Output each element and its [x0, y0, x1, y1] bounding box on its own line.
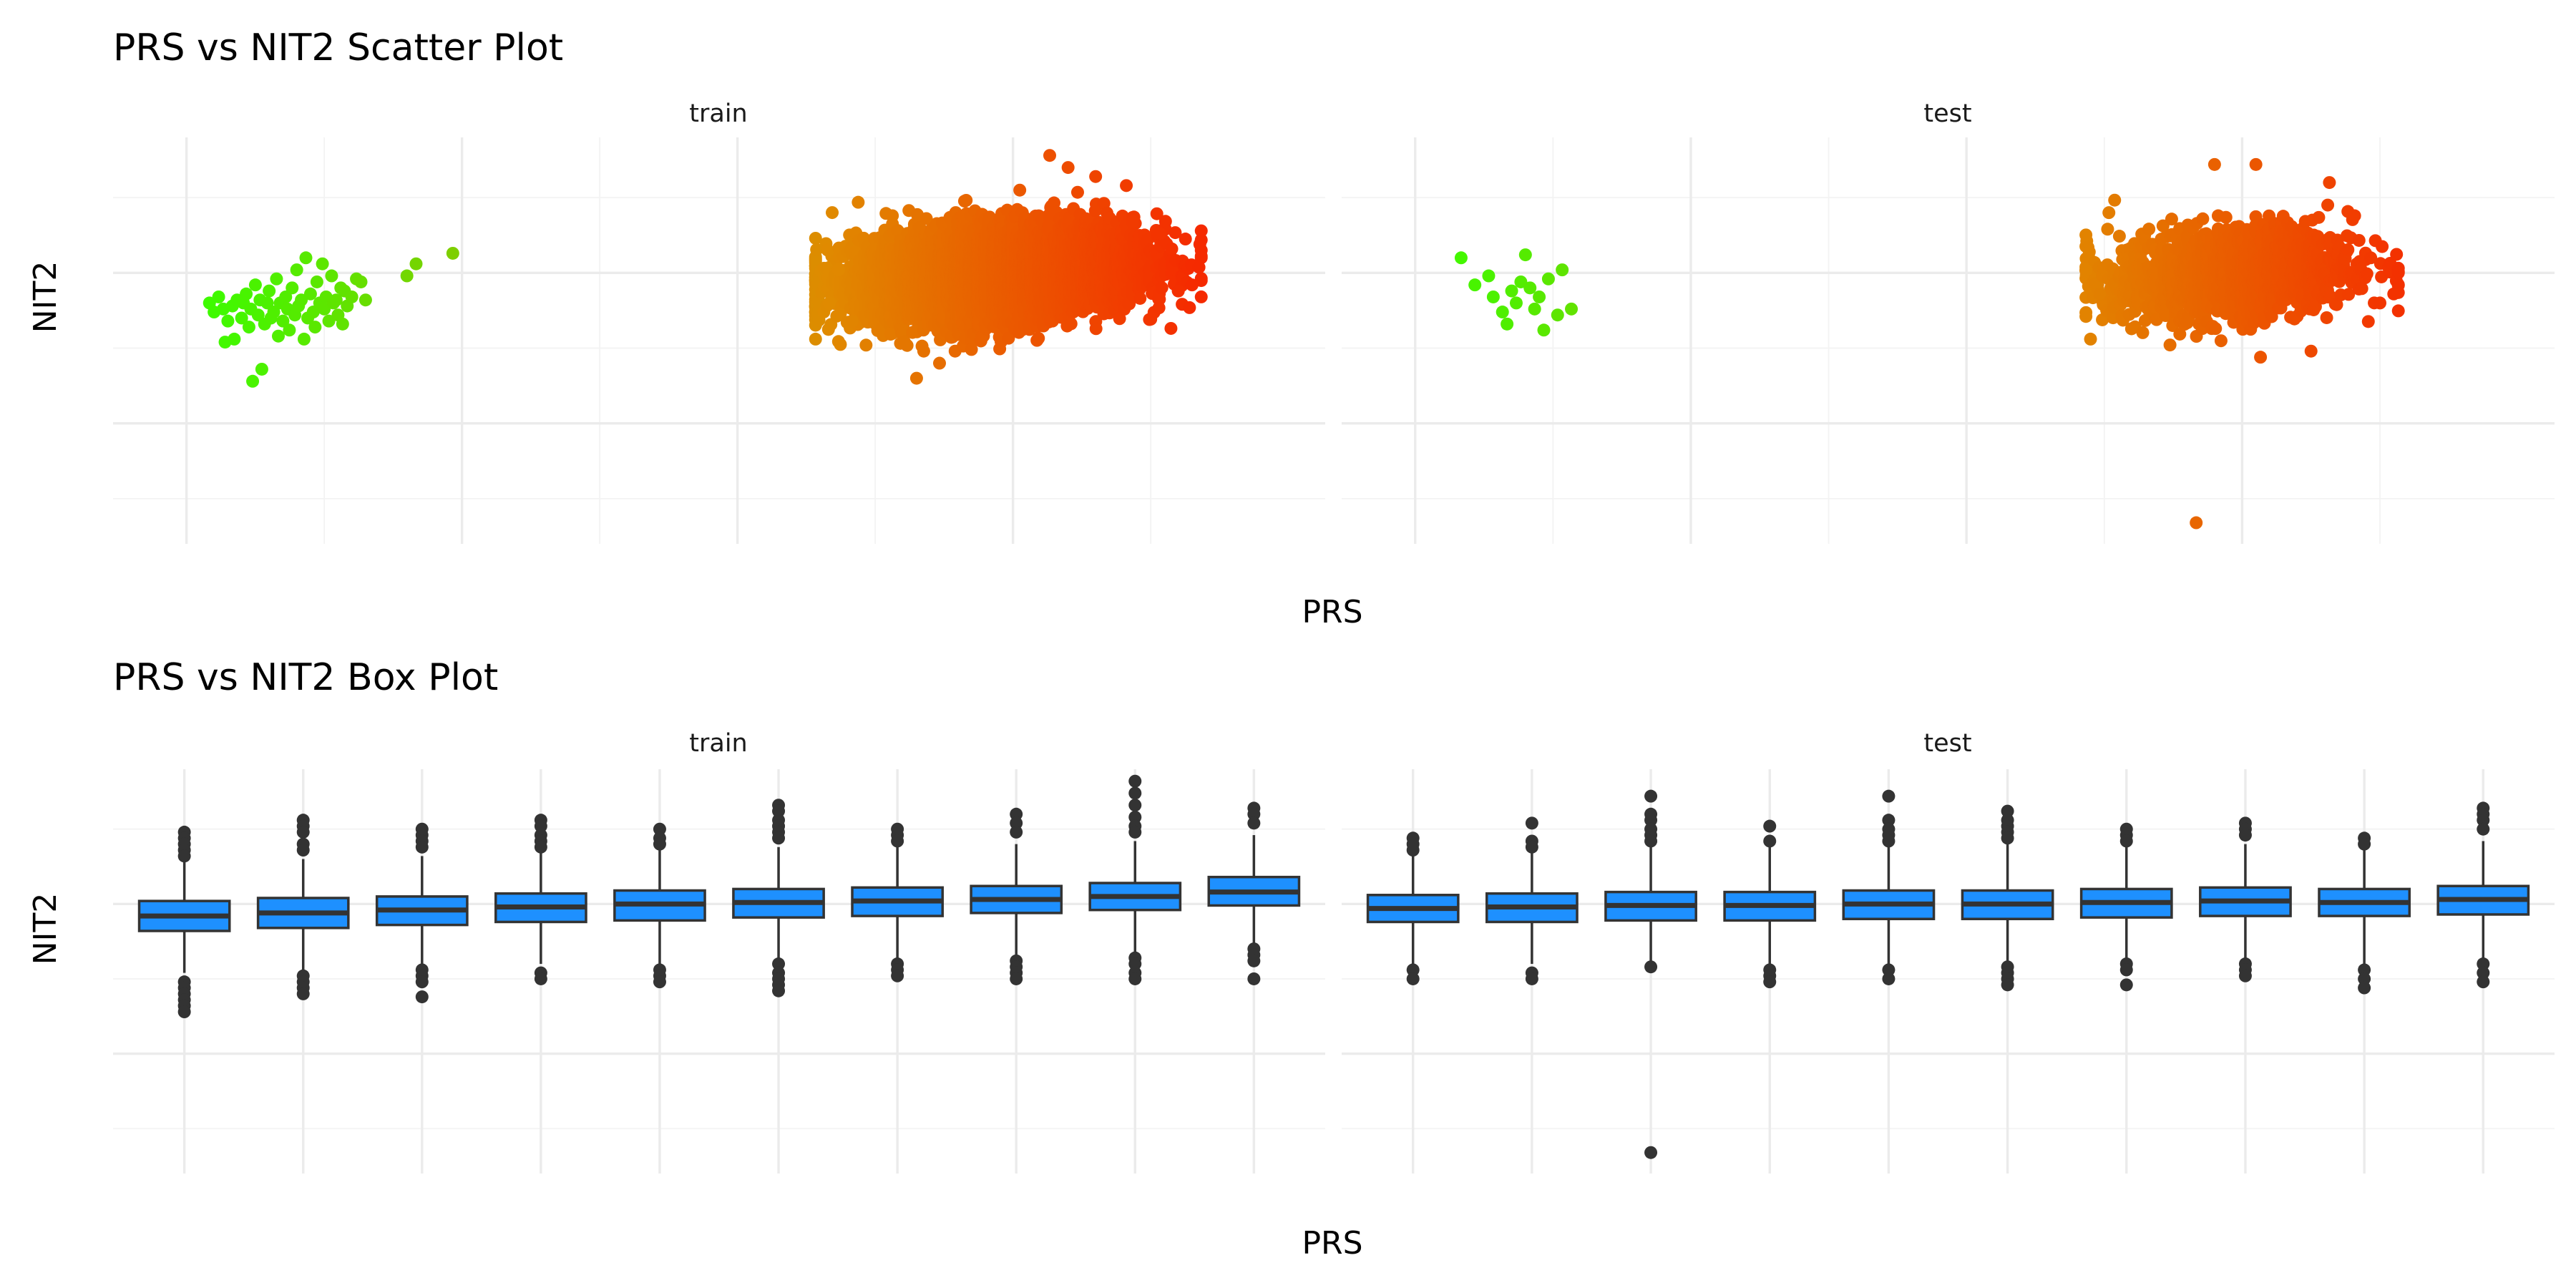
scatter-point — [221, 314, 235, 328]
scatter-point — [318, 302, 331, 316]
scatter-point — [242, 321, 255, 334]
scatter-point — [240, 287, 253, 301]
scatter-point — [1032, 331, 1045, 345]
scatter-point — [212, 290, 225, 303]
scatter-point — [826, 206, 839, 220]
scatter-panel-train — [113, 137, 1325, 544]
scatter-point — [409, 257, 423, 270]
scatter-point — [228, 332, 241, 346]
scatter-point — [255, 362, 268, 376]
scatter-point — [336, 317, 349, 331]
scatter-point — [295, 293, 308, 307]
scatter-point — [279, 290, 293, 303]
scatter-point — [248, 278, 262, 292]
scatter-strip-train: train — [689, 99, 747, 128]
scatter-point — [960, 193, 973, 207]
scatter-point — [329, 293, 343, 307]
scatter-point — [290, 263, 303, 277]
scatter-point — [235, 311, 248, 325]
scatter-point — [260, 296, 274, 310]
scatter-point — [345, 290, 358, 303]
scatter-point — [310, 275, 323, 288]
scatter-point — [297, 332, 311, 346]
scatter-point — [322, 314, 336, 328]
scatter-title: PRS vs NIT2 Scatter Plot — [113, 26, 563, 69]
scatter-point — [358, 293, 372, 307]
scatter-point — [263, 284, 276, 298]
scatter-point — [316, 257, 329, 270]
scatter-strip-test: test — [1923, 99, 1971, 128]
scatter-point — [400, 269, 414, 283]
scatter-point — [283, 323, 296, 337]
scatter-point — [267, 306, 280, 319]
scatter-point — [306, 306, 320, 319]
scatter-point — [325, 269, 338, 283]
scatter-point — [834, 338, 847, 351]
scatter-point — [809, 231, 822, 245]
scatter-point — [276, 314, 290, 328]
scatter-point — [246, 374, 260, 388]
scatter-point — [1013, 183, 1027, 197]
scatter-point — [272, 329, 285, 343]
scatter-point — [852, 195, 865, 209]
scatter-point — [308, 321, 322, 334]
scatter-point — [286, 281, 299, 295]
scatter-point — [354, 275, 368, 288]
scatter-point — [810, 243, 824, 256]
scatter-point — [917, 344, 930, 358]
scatter-point — [303, 287, 317, 301]
scatter-point — [270, 272, 283, 286]
scatter-point — [900, 338, 914, 352]
scatter-point — [251, 308, 265, 322]
scatter-point — [446, 246, 459, 260]
scatter-point — [299, 251, 313, 265]
scatter-point — [897, 326, 910, 339]
